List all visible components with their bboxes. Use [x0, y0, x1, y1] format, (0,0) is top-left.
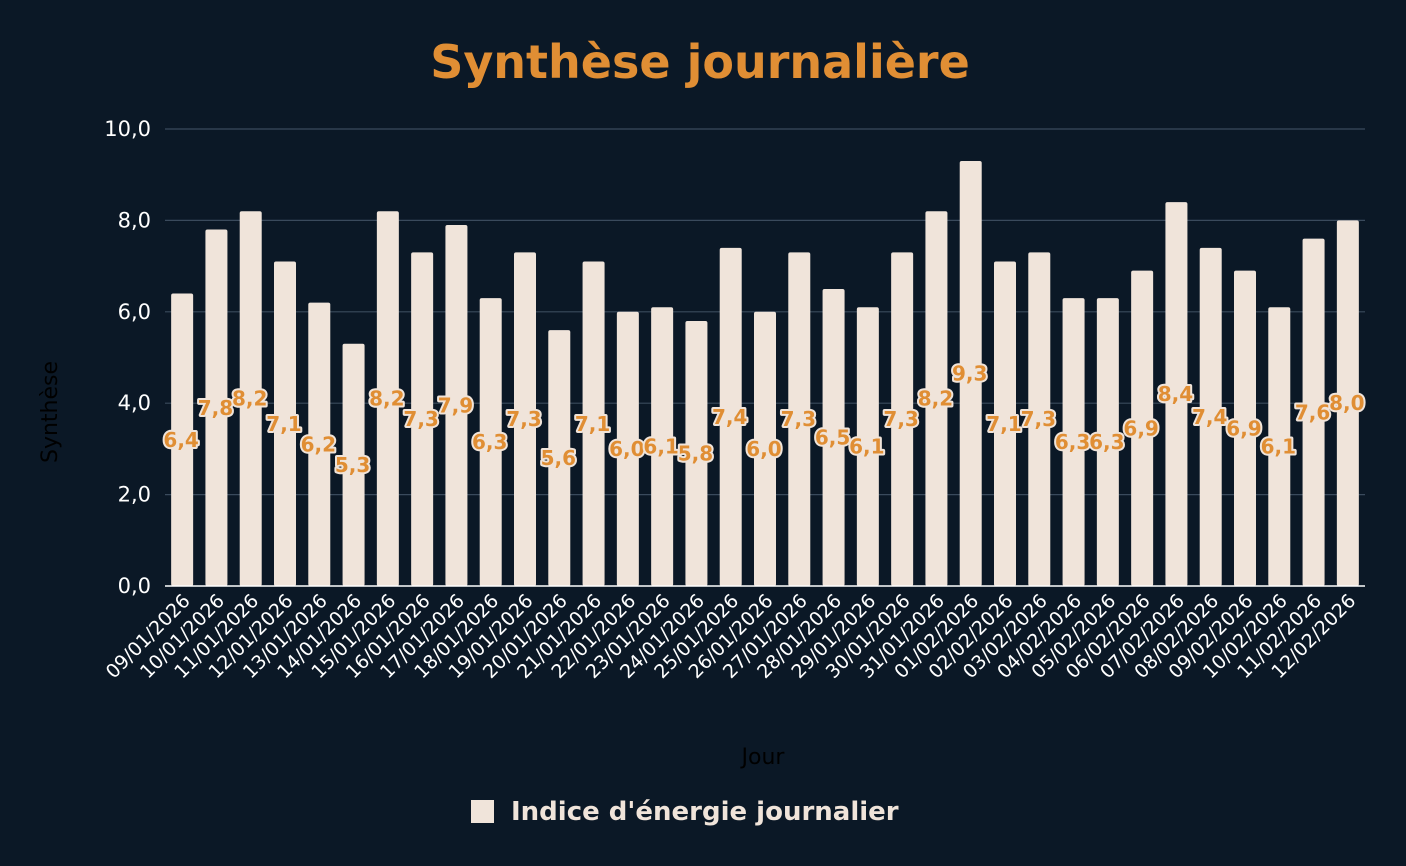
data-label: 8,2 [369, 387, 404, 411]
data-label: 7,3 [506, 407, 541, 431]
bar[interactable] [959, 160, 982, 587]
y-tick-label: 6,0 [118, 300, 151, 324]
data-label: 7,4 [712, 405, 747, 429]
data-label: 6,2 [301, 432, 336, 456]
data-label: 5,6 [541, 446, 576, 470]
data-label: 7,1 [986, 412, 1021, 436]
bar[interactable] [274, 261, 296, 586]
bar[interactable] [514, 252, 536, 586]
data-label: 7,3 [883, 407, 918, 431]
data-label: 8,4 [1158, 382, 1193, 406]
bar[interactable] [719, 247, 742, 586]
data-label: 6,0 [746, 437, 781, 461]
bar[interactable] [1165, 202, 1188, 586]
data-label: 7,3 [1021, 407, 1056, 431]
data-label: 6,1 [849, 435, 884, 459]
data-label: 6,4 [163, 428, 198, 452]
data-label: 7,9 [438, 393, 473, 417]
bar[interactable] [1028, 252, 1051, 586]
x-axis-ticks: 09/01/202610/01/202611/01/202612/01/2026… [102, 590, 1361, 683]
bar[interactable] [856, 307, 879, 586]
bar[interactable] [685, 320, 708, 586]
data-labels: 6,47,88,27,16,25,38,27,37,96,37,35,67,16… [161, 359, 1366, 478]
data-label: 7,1 [266, 412, 301, 436]
bar[interactable] [1336, 220, 1359, 586]
data-label: 7,3 [403, 407, 438, 431]
data-label: 6,3 [1089, 430, 1124, 454]
data-label: 7,8 [198, 396, 233, 420]
bar[interactable] [1302, 238, 1325, 586]
data-label: 5,8 [678, 441, 713, 465]
y-tick-label: 8,0 [118, 208, 151, 232]
legend-label: Indice d'énergie journalier [511, 797, 899, 827]
bar[interactable] [1096, 298, 1119, 586]
data-label: 6,9 [1123, 416, 1158, 440]
bar[interactable] [171, 293, 194, 586]
legend[interactable]: Indice d'énergie journalier [471, 797, 899, 827]
bar[interactable] [1131, 270, 1154, 586]
bar[interactable] [411, 252, 434, 586]
bar[interactable] [616, 311, 639, 586]
bar[interactable] [1199, 247, 1222, 586]
y-axis-ticks: 0,0 2,0 4,0 6,0 8,0 10,0 [104, 117, 151, 598]
bar[interactable] [582, 261, 605, 586]
bars [171, 160, 1359, 587]
bar[interactable] [651, 307, 674, 586]
legend-swatch [471, 800, 494, 823]
bar[interactable] [479, 298, 502, 586]
y-tick-label: 0,0 [118, 574, 151, 598]
data-label: 7,4 [1192, 405, 1227, 429]
bar[interactable] [376, 211, 399, 586]
bar[interactable] [342, 343, 365, 586]
y-tick-label: 10,0 [104, 117, 151, 141]
bar[interactable] [1234, 270, 1256, 586]
bar[interactable] [754, 311, 776, 586]
data-label: 6,0 [609, 437, 644, 461]
bar[interactable] [205, 229, 228, 587]
bar[interactable] [548, 330, 571, 586]
bar[interactable] [445, 224, 468, 586]
data-label: 8,2 [918, 387, 953, 411]
bar[interactable] [891, 252, 914, 586]
data-label: 7,6 [1295, 400, 1330, 424]
y-tick-label: 2,0 [118, 483, 151, 507]
bar[interactable] [925, 211, 948, 586]
data-label: 6,5 [815, 425, 850, 449]
bar[interactable] [994, 261, 1016, 586]
bar[interactable] [1268, 307, 1291, 586]
data-label: 6,1 [1261, 435, 1296, 459]
chart-title: Synthèse journalière [430, 35, 970, 89]
data-label: 6,1 [643, 435, 678, 459]
bar[interactable] [1062, 298, 1085, 586]
y-tick-label: 4,0 [118, 391, 151, 415]
data-label: 7,1 [575, 412, 610, 436]
data-label: 8,2 [232, 387, 267, 411]
y-axis-label: Synthèse [38, 361, 63, 463]
data-label: 6,9 [1226, 416, 1261, 440]
bar[interactable] [788, 252, 811, 586]
data-label: 8,0 [1329, 391, 1364, 415]
bar[interactable] [822, 288, 845, 586]
data-label: 6,3 [472, 430, 507, 454]
data-label: 5,3 [335, 453, 370, 477]
bar[interactable] [308, 302, 331, 586]
data-label: 7,3 [781, 407, 816, 431]
bar[interactable] [239, 211, 262, 586]
data-label: 9,3 [952, 361, 987, 385]
data-label: 6,3 [1055, 430, 1090, 454]
x-axis-label: Jour [740, 745, 786, 770]
